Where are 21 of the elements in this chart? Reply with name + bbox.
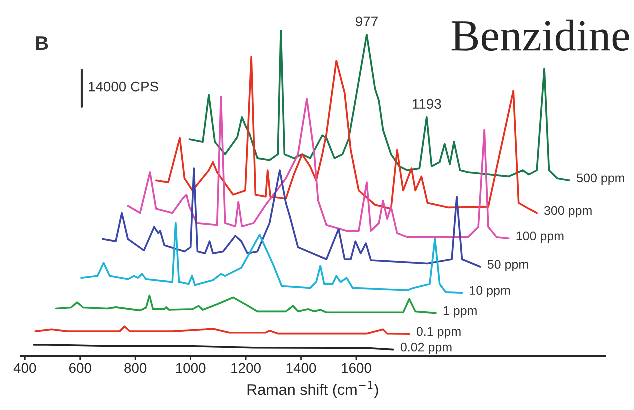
annotation: B — [36, 36, 48, 50]
series-label: 300 ppm — [544, 206, 592, 218]
x-tick-label: 600 — [69, 363, 92, 374]
series-label: 500 ppm — [577, 174, 624, 186]
series-label: 0.02 ppm — [400, 342, 452, 354]
series-label: 50 ppm — [488, 260, 528, 272]
series-label: 1 ppm — [444, 306, 477, 318]
chart-title: Benzidine — [452, 20, 630, 52]
x-tick-label: 1600 — [342, 363, 372, 374]
x-tick-label: 1000 — [176, 363, 206, 374]
x-axis-title: Raman shift (cm$^{−1}$) — [248, 381, 378, 398]
x-tick-label: 400 — [14, 363, 36, 374]
series-label: 0.1 ppm — [416, 327, 461, 339]
series-label: 100 ppm — [516, 232, 564, 244]
x-tick-label: 800 — [124, 363, 147, 374]
x-tick-label: 1400 — [286, 363, 316, 374]
annotation: 1193 — [413, 99, 442, 110]
x-tick-label: 1200 — [232, 363, 261, 374]
series-label: 10 ppm — [470, 286, 510, 298]
annotation: 977 — [356, 16, 378, 27]
annotation: 14000 CPS — [89, 82, 158, 92]
